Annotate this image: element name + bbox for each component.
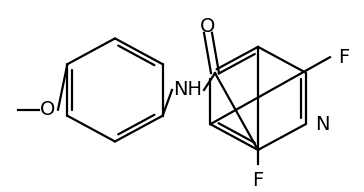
Text: F: F (252, 171, 264, 190)
Text: F: F (338, 48, 349, 67)
Text: O: O (40, 100, 56, 119)
Text: NH: NH (174, 80, 202, 99)
Text: N: N (315, 115, 329, 134)
Text: O: O (200, 17, 216, 36)
